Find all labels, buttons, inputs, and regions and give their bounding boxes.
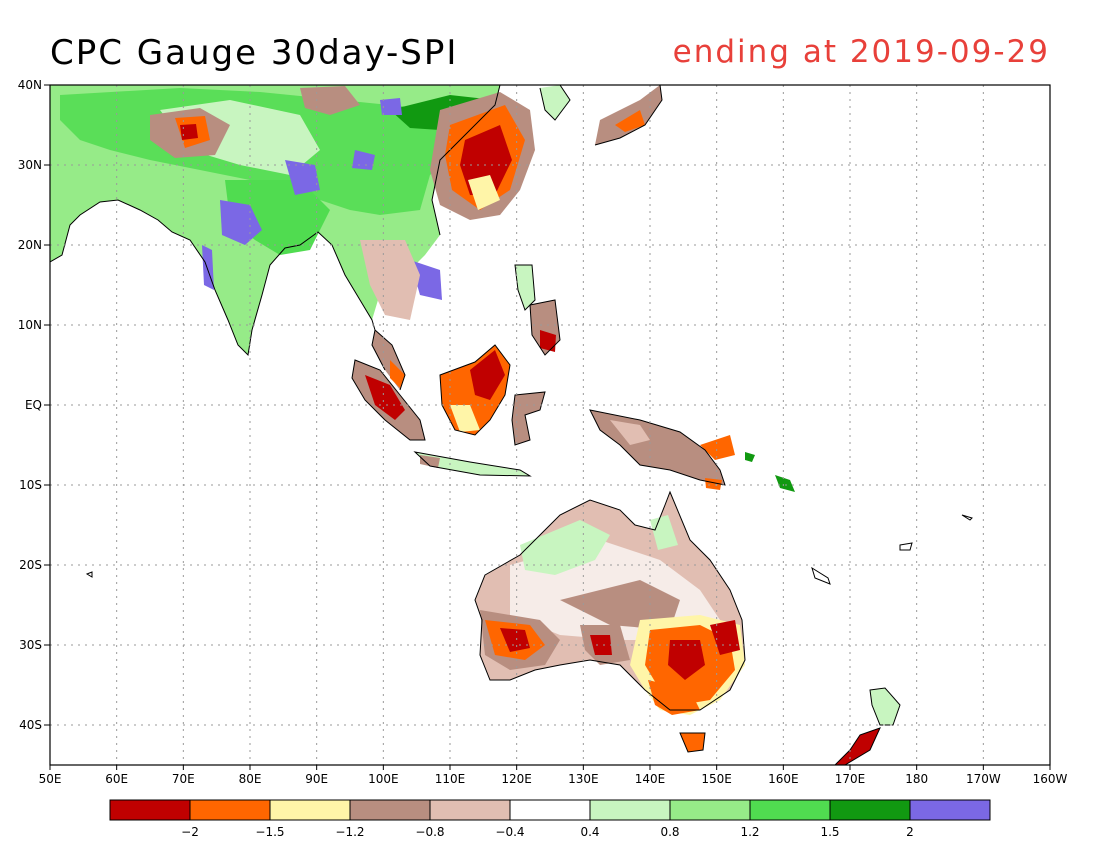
colorbar-swatch [349, 799, 431, 821]
colorbar-label: 2 [906, 825, 914, 839]
lon-label: 120E [501, 772, 532, 786]
coastlines [50, 85, 973, 765]
lon-label: 170W [966, 772, 1001, 786]
lon-label: 170E [835, 772, 866, 786]
gridlines [50, 85, 1050, 765]
lon-label: 180 [905, 772, 928, 786]
colorbar-label: −0.8 [415, 825, 444, 839]
colorbar-swatch [189, 799, 271, 821]
lat-label: 40S [19, 718, 42, 732]
lon-label: 130E [568, 772, 599, 786]
colorbar-swatch [269, 799, 351, 821]
longitude-labels: 50E 60E 70E 80E 90E 100E 110E 120E 130E 140E 150E 1… [39, 765, 1068, 786]
lat-label: 20S [19, 558, 42, 572]
lat-label: 10S [19, 478, 42, 492]
colorbar-label: 0.8 [660, 825, 679, 839]
lat-label: 40N [18, 78, 42, 92]
colorbar-swatch [109, 799, 191, 821]
colorbar-swatch [749, 799, 831, 821]
lon-label: 70E [172, 772, 195, 786]
lon-label: 50E [39, 772, 62, 786]
lat-label: EQ [25, 398, 42, 412]
lon-label: 160W [1033, 772, 1068, 786]
lon-label: 150E [701, 772, 732, 786]
colorbar-label: 1.2 [740, 825, 759, 839]
latitude-labels: 40N 30N 20N 10N EQ 10S 20S 30S 40S [18, 78, 50, 732]
lat-label: 10N [18, 318, 42, 332]
colorbar-swatch [909, 799, 991, 821]
lon-label: 140E [635, 772, 666, 786]
lon-label: 80E [239, 772, 262, 786]
colorbar-swatch [829, 799, 911, 821]
map-date-subtitle: ending at 2019-09-29 [673, 34, 1050, 70]
colorbar-label: −0.4 [495, 825, 524, 839]
lon-label: 60E [105, 772, 128, 786]
colorbar-swatch [429, 799, 511, 821]
colorbar-swatch [509, 799, 591, 821]
lat-label: 20N [18, 238, 42, 252]
colorbar-swatch [589, 799, 671, 821]
lat-label: 30S [19, 638, 42, 652]
map-title: CPC Gauge 30day-SPI [50, 33, 458, 73]
land-regions [50, 85, 900, 765]
colorbar-label: −1.2 [335, 825, 364, 839]
lon-label: 110E [435, 772, 466, 786]
spi-colorbar [109, 799, 991, 821]
colorbar-label: −2 [181, 825, 199, 839]
lat-label: 30N [18, 158, 42, 172]
colorbar-label: 1.5 [820, 825, 839, 839]
plot-frame [49, 84, 1051, 766]
colorbar-swatch [669, 799, 751, 821]
colorbar-labels: −2 −1.5 −1.2 −0.8 −0.4 0.4 0.8 1.2 1.5 2 [181, 825, 914, 839]
plot-area [50, 85, 1050, 765]
colorbar-label: 0.4 [580, 825, 599, 839]
lon-label: 100E [368, 772, 399, 786]
colorbar-label: −1.5 [255, 825, 284, 839]
lon-label: 90E [305, 772, 328, 786]
lon-label: 160E [768, 772, 799, 786]
